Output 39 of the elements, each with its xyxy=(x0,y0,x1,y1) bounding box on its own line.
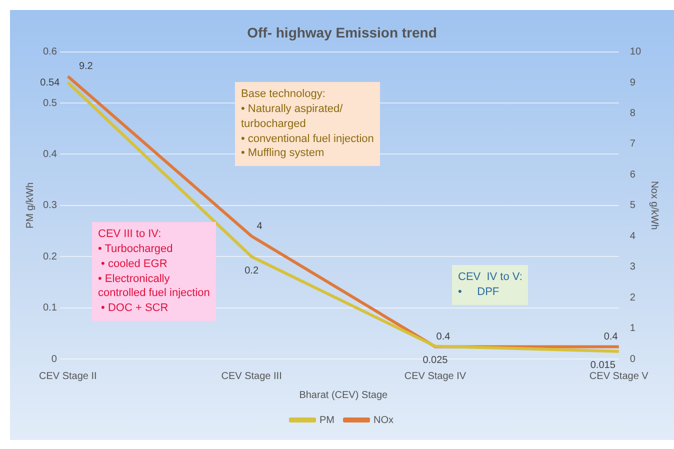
annotation: CEV III to IV: • Turbocharged • cooled EGR • Electronically controlled fuel injection • DOC + SCR xyxy=(92,222,216,322)
annotation: CEV IV to V: • DPF xyxy=(452,265,528,305)
data-label: 0.015 xyxy=(590,360,616,372)
data-label: 0.4 xyxy=(436,331,451,342)
data-label: 4 xyxy=(256,220,263,232)
y-axis-title: PM g/kWh xyxy=(24,182,36,228)
y2-tick-label: 9 xyxy=(630,77,636,88)
y-tick-label: 0 xyxy=(51,354,58,365)
y2-tick-label: 3 xyxy=(630,262,636,273)
y2-tick-label: 10 xyxy=(630,46,642,58)
y-tick-label: 0.5 xyxy=(42,98,58,109)
y2-axis-title: Nox g/kWh xyxy=(648,180,660,230)
y2-tick-label: 0 xyxy=(630,354,636,365)
legend-label: PM xyxy=(320,414,334,426)
y2-tick-label: 6 xyxy=(630,169,636,180)
x-tick-label: CEV Stage III xyxy=(221,370,282,382)
chart-title: Off- highway Emission trend xyxy=(247,24,437,40)
y-tick-label: 0.6 xyxy=(42,46,58,58)
y-tick-label: 0.2 xyxy=(42,251,58,262)
y2-tick-label: 7 xyxy=(630,138,636,150)
x-tick-label: CEV Stage II xyxy=(38,370,97,382)
x-axis-title: Bharat (CEV) Stage xyxy=(299,390,388,401)
x-tick-label: CEV Stage V xyxy=(589,370,649,382)
annotation: Base technology: • Naturally aspirated/ turbocharged • conventional fuel injection • Muffling system xyxy=(235,82,380,166)
y2-tick-label: 1 xyxy=(630,323,636,334)
y-tick-label: 0.3 xyxy=(42,200,58,212)
data-label: 0.025 xyxy=(422,354,448,366)
y-tick-label: 0.1 xyxy=(42,302,58,314)
data-label: 0.4 xyxy=(604,331,618,342)
legend-label: NOx xyxy=(374,414,394,426)
y2-tick-label: 8 xyxy=(630,108,636,119)
data-label: 0.54 xyxy=(40,77,60,88)
y2-tick-label: 5 xyxy=(630,200,636,212)
y-tick-label: 0.4 xyxy=(42,148,58,160)
y2-tick-label: 4 xyxy=(630,230,636,242)
data-label: 0.2 xyxy=(244,265,259,276)
y2-tick-label: 2 xyxy=(630,292,636,304)
data-label: 9.2 xyxy=(78,61,94,72)
x-tick-label: CEV Stage IV xyxy=(404,370,466,382)
